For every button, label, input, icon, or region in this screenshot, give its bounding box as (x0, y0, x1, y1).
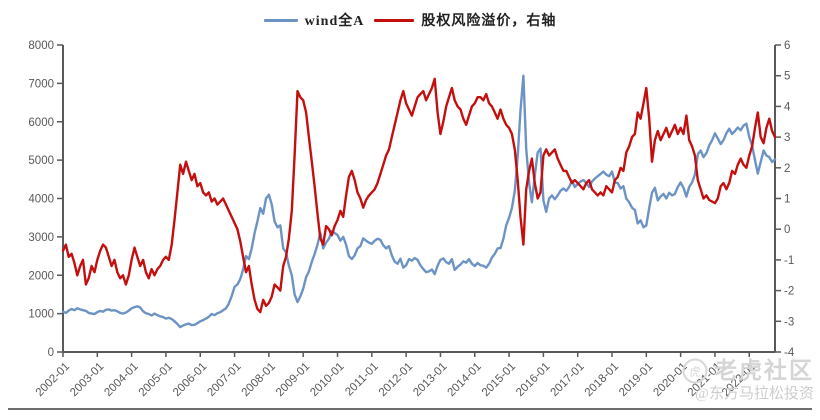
x-tick-label: 2004-01 (102, 361, 140, 399)
y-left-tick-label: 4000 (28, 194, 54, 206)
x-tick-label: 2019-01 (617, 361, 655, 399)
chart-legend: wind全A 股权风险溢价，右轴 (0, 8, 820, 32)
x-tick-label: 2014-01 (446, 361, 484, 399)
bottom-divider (8, 408, 812, 410)
x-tick-label: 2015-01 (480, 361, 518, 399)
y-left-tick-label: 2000 (28, 270, 54, 282)
y-left-tick-label: 5000 (28, 155, 54, 167)
x-tick-label: 2016-01 (514, 361, 552, 399)
x-tick-label: 2017-01 (548, 361, 586, 399)
y-right-tick-label: -3 (784, 316, 794, 328)
legend-swatch-blue (263, 18, 298, 22)
y-left-tick-label: 6000 (28, 117, 54, 129)
y-right-tick-label: 1 (784, 194, 790, 206)
y-left-tick-label: 0 (48, 347, 54, 359)
y-left-tick-label: 1000 (28, 309, 54, 321)
x-tick-label: 2006-01 (171, 361, 209, 399)
x-tick-label: 2018-01 (583, 361, 621, 399)
y-left-tick-label: 7000 (28, 78, 54, 90)
x-tick-label: 2022-01 (720, 361, 758, 399)
y-right-tick-label: 4 (784, 101, 791, 113)
y-left-tick-label: 8000 (28, 40, 54, 52)
x-tick-label: 2003-01 (68, 361, 106, 399)
legend-item-equity-risk-premium: 股权风险溢价，右轴 (374, 10, 556, 30)
x-tick-label: 2010-01 (308, 361, 346, 399)
legend-label-equity-risk-premium: 股权风险溢价，右轴 (421, 14, 557, 29)
y-right-tick-label: 2 (784, 163, 790, 175)
x-tick-label: 2020-01 (651, 361, 689, 399)
y-left-tick-label: 3000 (28, 232, 54, 244)
y-right-tick-label: 0 (784, 224, 790, 236)
x-tick-label: 2009-01 (274, 361, 312, 399)
y-right-tick-label: -1 (784, 255, 794, 267)
x-tick-label: 2005-01 (137, 361, 175, 399)
y-right-tick-label: 3 (784, 132, 790, 144)
x-tick-label: 2002-01 (34, 361, 72, 399)
x-tick-label: 2011-01 (343, 361, 381, 399)
x-tick-label: 2012-01 (377, 361, 415, 399)
y-right-tick-label: -4 (784, 347, 795, 359)
x-tick-label: 2013-01 (411, 361, 449, 399)
x-tick-label: 2021-01 (686, 361, 724, 399)
legend-item-wind-all-a: wind全A (263, 10, 365, 30)
series-line-wind-all-a (61, 74, 777, 329)
x-tick-label: 2008-01 (240, 361, 278, 399)
x-tick-label: 2007-01 (205, 361, 243, 399)
y-right-tick-label: 5 (784, 71, 790, 83)
y-right-tick-label: 6 (784, 40, 790, 52)
series-line-equity-risk-premium (61, 77, 777, 314)
legend-label-wind-all-a: wind全A (304, 14, 365, 29)
legend-swatch-red (374, 18, 415, 22)
y-right-tick-label: -2 (784, 286, 794, 298)
